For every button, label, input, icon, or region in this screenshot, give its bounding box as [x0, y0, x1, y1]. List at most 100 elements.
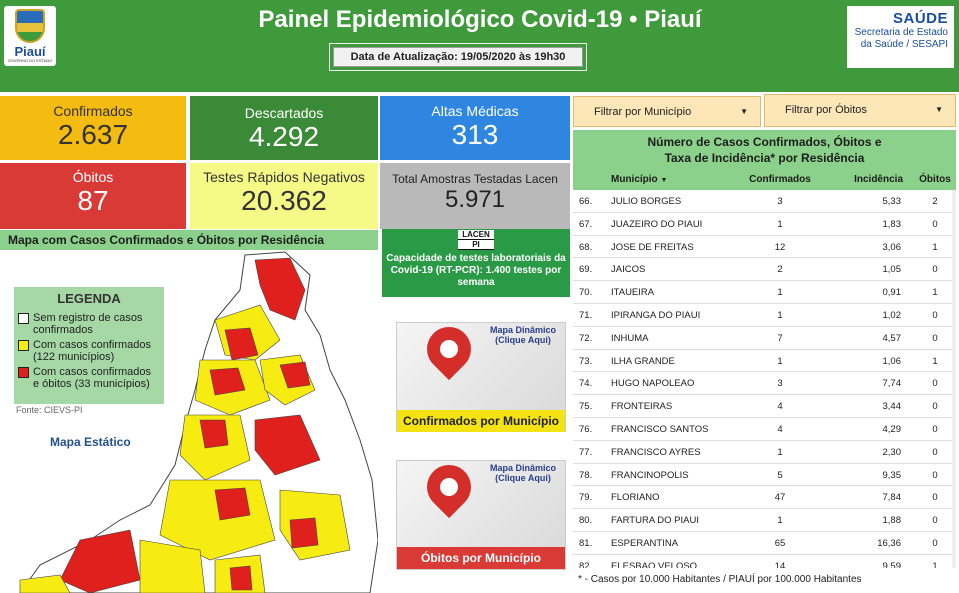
col-obitos-header[interactable]: Óbitos — [919, 174, 951, 185]
dynamic-map-confirmados-link[interactable]: Mapa Dinâmico (Clique Aqui) Confirmados … — [396, 322, 566, 432]
table-row[interactable]: 71. IPIRANGA DO PIAUI 1 1,02 0 — [573, 304, 956, 327]
table-row[interactable]: 69. JAICOS 2 1,05 0 — [573, 258, 956, 282]
row-index: 82. — [579, 560, 593, 568]
filter-obitos-dropdown[interactable]: Filtrar por Óbitos ▼ — [764, 94, 956, 127]
lacen-capacity-box: Capacidade de testes laboratoriais da Co… — [382, 229, 570, 297]
row-obitos: 1 — [932, 241, 938, 253]
row-incidencia: 9,35 — [882, 469, 902, 481]
table-row[interactable]: 82. ELESBAO VELOSO 14 9,59 1 — [573, 555, 956, 568]
table-row[interactable]: 81. ESPERANTINA 65 16,36 0 — [573, 532, 956, 555]
row-incidencia: 1,02 — [882, 309, 902, 321]
row-index: 72. — [579, 332, 593, 344]
row-municipio: JUAZEIRO DO PIAUI — [611, 218, 703, 230]
table-row[interactable]: 80. FARTURA DO PIAUI 1 1,88 0 — [573, 509, 956, 532]
row-confirmados: 4 — [777, 401, 783, 413]
dropdown-arrow-icon: ▼ — [935, 105, 943, 114]
filter-label: Filtrar por Município — [594, 106, 692, 118]
row-confirmados: 14 — [774, 560, 786, 568]
row-incidencia: 4,29 — [882, 423, 902, 435]
row-incidencia: 16,36 — [877, 537, 901, 549]
row-index: 71. — [579, 309, 593, 321]
legend-item: Com casos confirmados (122 municípios) — [18, 339, 160, 363]
table-scrollbar[interactable] — [952, 190, 956, 568]
map-source: Fonte: CIEVS-PI — [16, 405, 83, 415]
table-row[interactable]: 79. FLORIANO 47 7,84 0 — [573, 486, 956, 510]
table-row[interactable]: 66. JULIO BORGES 3 5,33 2 — [573, 190, 956, 213]
state-seal-icon — [15, 9, 45, 43]
row-confirmados: 3 — [777, 378, 783, 390]
row-incidencia: 0,91 — [882, 287, 902, 299]
row-index: 74. — [579, 378, 593, 390]
kpi-value: 5.971 — [444, 186, 506, 213]
sesapi-logo-line2: da Saúde / SESAPI — [860, 39, 948, 50]
dynamic-map-label: Mapa Dinâmico (Clique Aqui) — [489, 325, 556, 345]
table-body[interactable]: 66. JULIO BORGES 3 5,33 2 67. JUAZEIRO DO PIAU… — [573, 190, 956, 568]
table-row[interactable]: 72. INHUMA 7 4,57 0 — [573, 327, 956, 350]
row-municipio: FRANCINOPOLIS — [611, 469, 689, 481]
map-region-red — [224, 327, 259, 361]
row-municipio: ELESBAO VELOSO — [611, 560, 698, 568]
row-confirmados: 7 — [777, 332, 783, 344]
table-row[interactable]: 68. JOSE DE FREITAS 12 3,06 1 — [573, 236, 956, 259]
dynamic-map-obitos-link[interactable]: Mapa Dinâmico (Clique Aqui) Óbitos por M… — [396, 460, 566, 570]
row-index: 81. — [579, 537, 593, 549]
row-index: 75. — [579, 401, 593, 413]
dynamic-map-bar: Confirmados por Município — [397, 410, 565, 432]
row-index: 69. — [579, 264, 593, 276]
row-confirmados: 12 — [774, 241, 786, 253]
row-confirmados: 1 — [777, 287, 783, 299]
static-map[interactable] — [0, 250, 378, 593]
col-municipio-label: Município — [611, 174, 658, 185]
logo-text: Piauí — [14, 44, 46, 59]
row-confirmados: 1 — [777, 446, 783, 458]
sesapi-logo: SAÚDE Secretaria de Estado da Saúde / SE… — [847, 6, 954, 68]
row-municipio: IPIRANGA DO PIAUI — [611, 309, 701, 321]
row-municipio: JAICOS — [611, 264, 646, 276]
row-incidencia: 4,57 — [882, 332, 902, 344]
table-row[interactable]: 73. ILHA GRANDE 1 1,06 1 — [573, 350, 956, 373]
table-row[interactable]: 70. ITAUEIRA 1 0,91 1 — [573, 281, 956, 304]
table-row[interactable]: 74. HUGO NAPOLEAO 3 7,74 0 — [573, 372, 956, 396]
filter-municipio-dropdown[interactable]: Filtrar por Município ▼ — [573, 96, 761, 127]
kpi-label: Total Amostras Testadas Lacen — [392, 172, 558, 186]
row-confirmados: 3 — [777, 196, 783, 207]
kpi-value: 313 — [451, 119, 499, 150]
row-index: 67. — [579, 218, 593, 230]
table-row[interactable]: 67. JUAZEIRO DO PIAUI 1 1,83 0 — [573, 213, 956, 236]
legend-swatch-red — [18, 367, 29, 378]
col-municipio-header[interactable]: Município ▼ — [611, 174, 667, 185]
row-obitos: 0 — [932, 332, 938, 344]
kpi-label: Óbitos — [72, 169, 114, 185]
row-municipio: FRANCISCO AYRES — [611, 446, 701, 458]
kpi-value: 2.637 — [57, 119, 129, 150]
col-confirmados-header[interactable]: Confirmados — [749, 174, 811, 185]
row-incidencia: 3,06 — [882, 241, 902, 253]
row-confirmados: 1 — [777, 515, 783, 527]
legend-label: Sem registro de casos confirmados — [33, 312, 143, 336]
table-row[interactable]: 77. FRANCISCO AYRES 1 2,30 0 — [573, 441, 956, 464]
kpi-label: Descartados — [244, 105, 324, 121]
kpi-label: Confirmados — [53, 103, 133, 119]
row-obitos: 0 — [932, 537, 938, 549]
map-region-red — [59, 529, 141, 593]
row-incidencia: 7,74 — [882, 378, 902, 390]
legend-swatch-white — [18, 313, 29, 324]
legend-title: LEGENDA — [57, 291, 121, 306]
map-region-red — [199, 419, 229, 449]
row-confirmados: 1 — [777, 355, 783, 367]
kpi-testes-rapidos: Testes Rápidos Negativos 20.362 — [190, 163, 378, 229]
row-obitos: 0 — [932, 264, 938, 276]
table-row[interactable]: 78. FRANCINOPOLIS 5 9,35 0 — [573, 464, 956, 487]
lacen-logo: LACEN PI — [458, 230, 494, 250]
row-municipio: INHUMA — [611, 332, 649, 344]
table-row[interactable]: 76. FRANCISCO SANTOS 4 4,29 0 — [573, 418, 956, 441]
map-legend: LEGENDA Sem registro de casos confirmado… — [14, 287, 164, 404]
row-incidencia: 2,30 — [882, 446, 902, 458]
row-municipio: JULIO BORGES — [611, 196, 682, 207]
row-obitos: 0 — [932, 446, 938, 458]
row-obitos: 2 — [932, 196, 938, 207]
map-region-red — [209, 367, 246, 396]
col-incidencia-header[interactable]: Incidência — [854, 174, 903, 185]
row-confirmados: 47 — [774, 492, 786, 504]
table-row[interactable]: 75. FRONTEIRAS 4 3,44 0 — [573, 395, 956, 418]
